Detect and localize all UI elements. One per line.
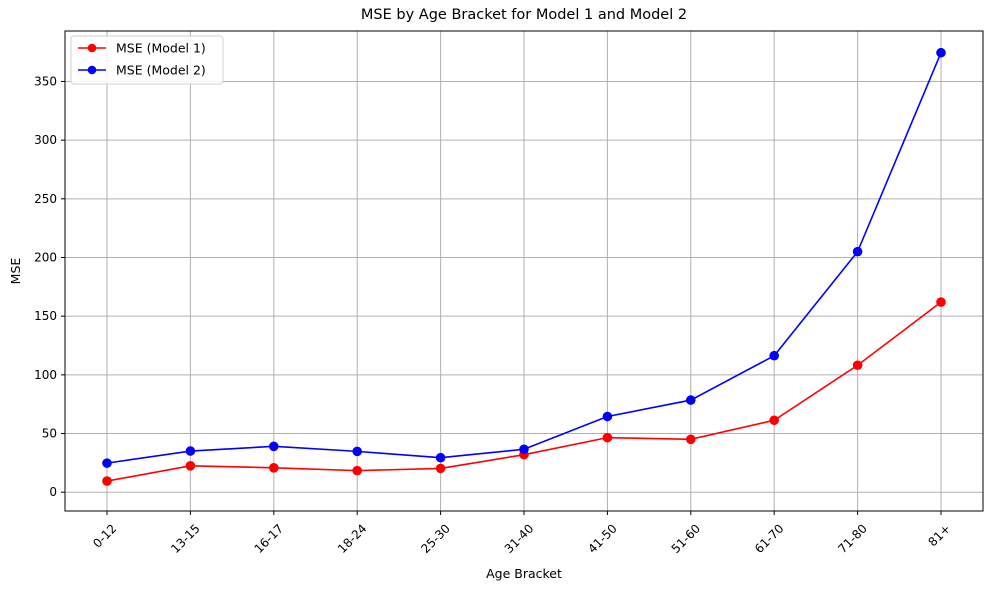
legend-label: MSE (Model 2) [116,63,206,78]
data-point [852,360,863,371]
data-point [852,246,863,257]
x-tick-label: 61-70 [752,521,787,556]
data-point [769,350,780,361]
x-tick-label: 0-12 [90,521,119,550]
y-tick-label: 100 [34,368,57,382]
legend-box [70,35,224,85]
x-tick-label: 81+ [926,521,954,549]
data-point [936,47,946,58]
series-1 [102,297,946,486]
x-tick-label: 71-80 [835,521,870,556]
y-tick-label: 300 [34,133,57,147]
legend-marker [87,43,97,53]
data-point [102,458,112,468]
y-tick-label: 350 [34,74,57,88]
y-axis-ticks: 0 50 100 150 200 250 300 350 [34,74,65,499]
y-tick-label: 150 [34,309,57,323]
data-point [102,476,112,486]
data-point [686,434,696,445]
series-layer [102,47,946,486]
data-point [602,432,613,443]
legend-marker [87,65,97,75]
data-point [435,463,446,474]
data-point [519,444,529,455]
data-point [435,452,446,463]
y-tick-label: 0 [49,485,57,499]
legend-entry: MSE (Model 2) [78,63,206,78]
x-tick-label: 16-17 [252,521,287,556]
data-point [769,415,780,426]
x-tick-label: 13-15 [168,521,203,556]
data-point [269,441,279,452]
legend: MSE (Model 1) MSE (Model 2) [70,35,224,85]
x-axis-ticks: 0-12 13-15 16-17 18-24 25-30 31-40 41-50 51-60 6… [90,511,953,556]
data-point [352,465,363,476]
y-tick-label: 50 [42,427,57,441]
y-tick-label: 200 [34,251,57,265]
x-axis-label: Age Bracket [486,566,562,581]
x-tick-label: 51-60 [669,521,704,556]
y-axis-label: MSE [8,258,23,285]
data-point [185,461,196,471]
data-point [602,411,613,422]
data-point [686,395,696,405]
data-point [352,446,363,457]
data-point [936,297,946,307]
data-point [269,463,279,473]
x-tick-label: 25-30 [418,521,453,556]
chart-title: MSE by Age Bracket for Model 1 and Model… [361,7,687,23]
x-tick-label: 18-24 [335,521,370,556]
grid [65,31,983,511]
data-point [185,446,196,456]
series-2 [102,47,946,468]
x-tick-label: 41-50 [585,521,620,556]
legend-label: MSE (Model 1) [116,41,206,56]
y-tick-label: 250 [34,192,57,206]
legend-entry: MSE (Model 1) [78,41,206,56]
x-tick-label: 31-40 [502,521,537,556]
